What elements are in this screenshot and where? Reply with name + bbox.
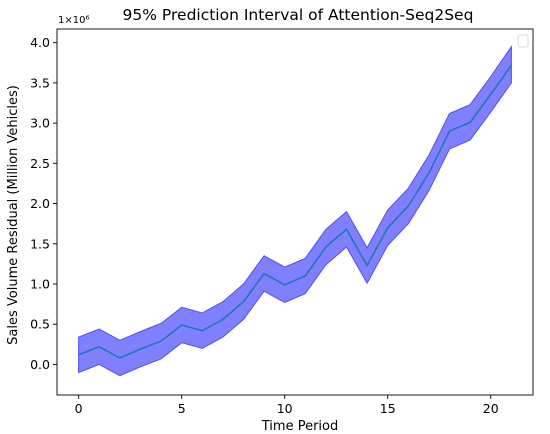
y-tick-label: 3.0: [30, 116, 50, 131]
plot-area: [56, 28, 534, 396]
y-tick-label: 0.5: [30, 317, 50, 332]
x-tick-label: 15: [380, 401, 396, 416]
x-tick-label: 5: [178, 401, 186, 416]
y-tick-label: 4.0: [30, 35, 50, 50]
x-tick-label: 20: [483, 401, 499, 416]
y-axis: 0.0 0.5 1.0 1.5 2.0 2.5 3.0 3.5 4.0: [30, 35, 57, 372]
y-axis-label: Sales Volume Residual (Million Vehicles): [6, 85, 21, 345]
x-tick-label: 10: [277, 401, 293, 416]
chart-title: 95% Prediction Interval of Attention-Seq…: [123, 6, 474, 24]
axes-frame: [56, 28, 534, 396]
y-tick-label: 2.0: [30, 196, 50, 211]
prediction-interval-band: [78, 45, 512, 377]
y-tick-label: 0.0: [30, 357, 50, 372]
x-axis: 0 5 10 15 20: [75, 395, 499, 416]
y-scale-label: 1×10⁶: [58, 15, 89, 26]
y-tick-label: 1.5: [30, 236, 50, 251]
y-tick-label: 2.5: [30, 156, 50, 171]
x-axis-label: Time Period: [261, 419, 338, 434]
legend-box: [517, 34, 529, 48]
y-tick-label: 1.0: [30, 276, 50, 291]
y-tick-label: 3.5: [30, 75, 50, 90]
prediction-line: [78, 64, 513, 359]
x-tick-label: 0: [75, 401, 83, 416]
